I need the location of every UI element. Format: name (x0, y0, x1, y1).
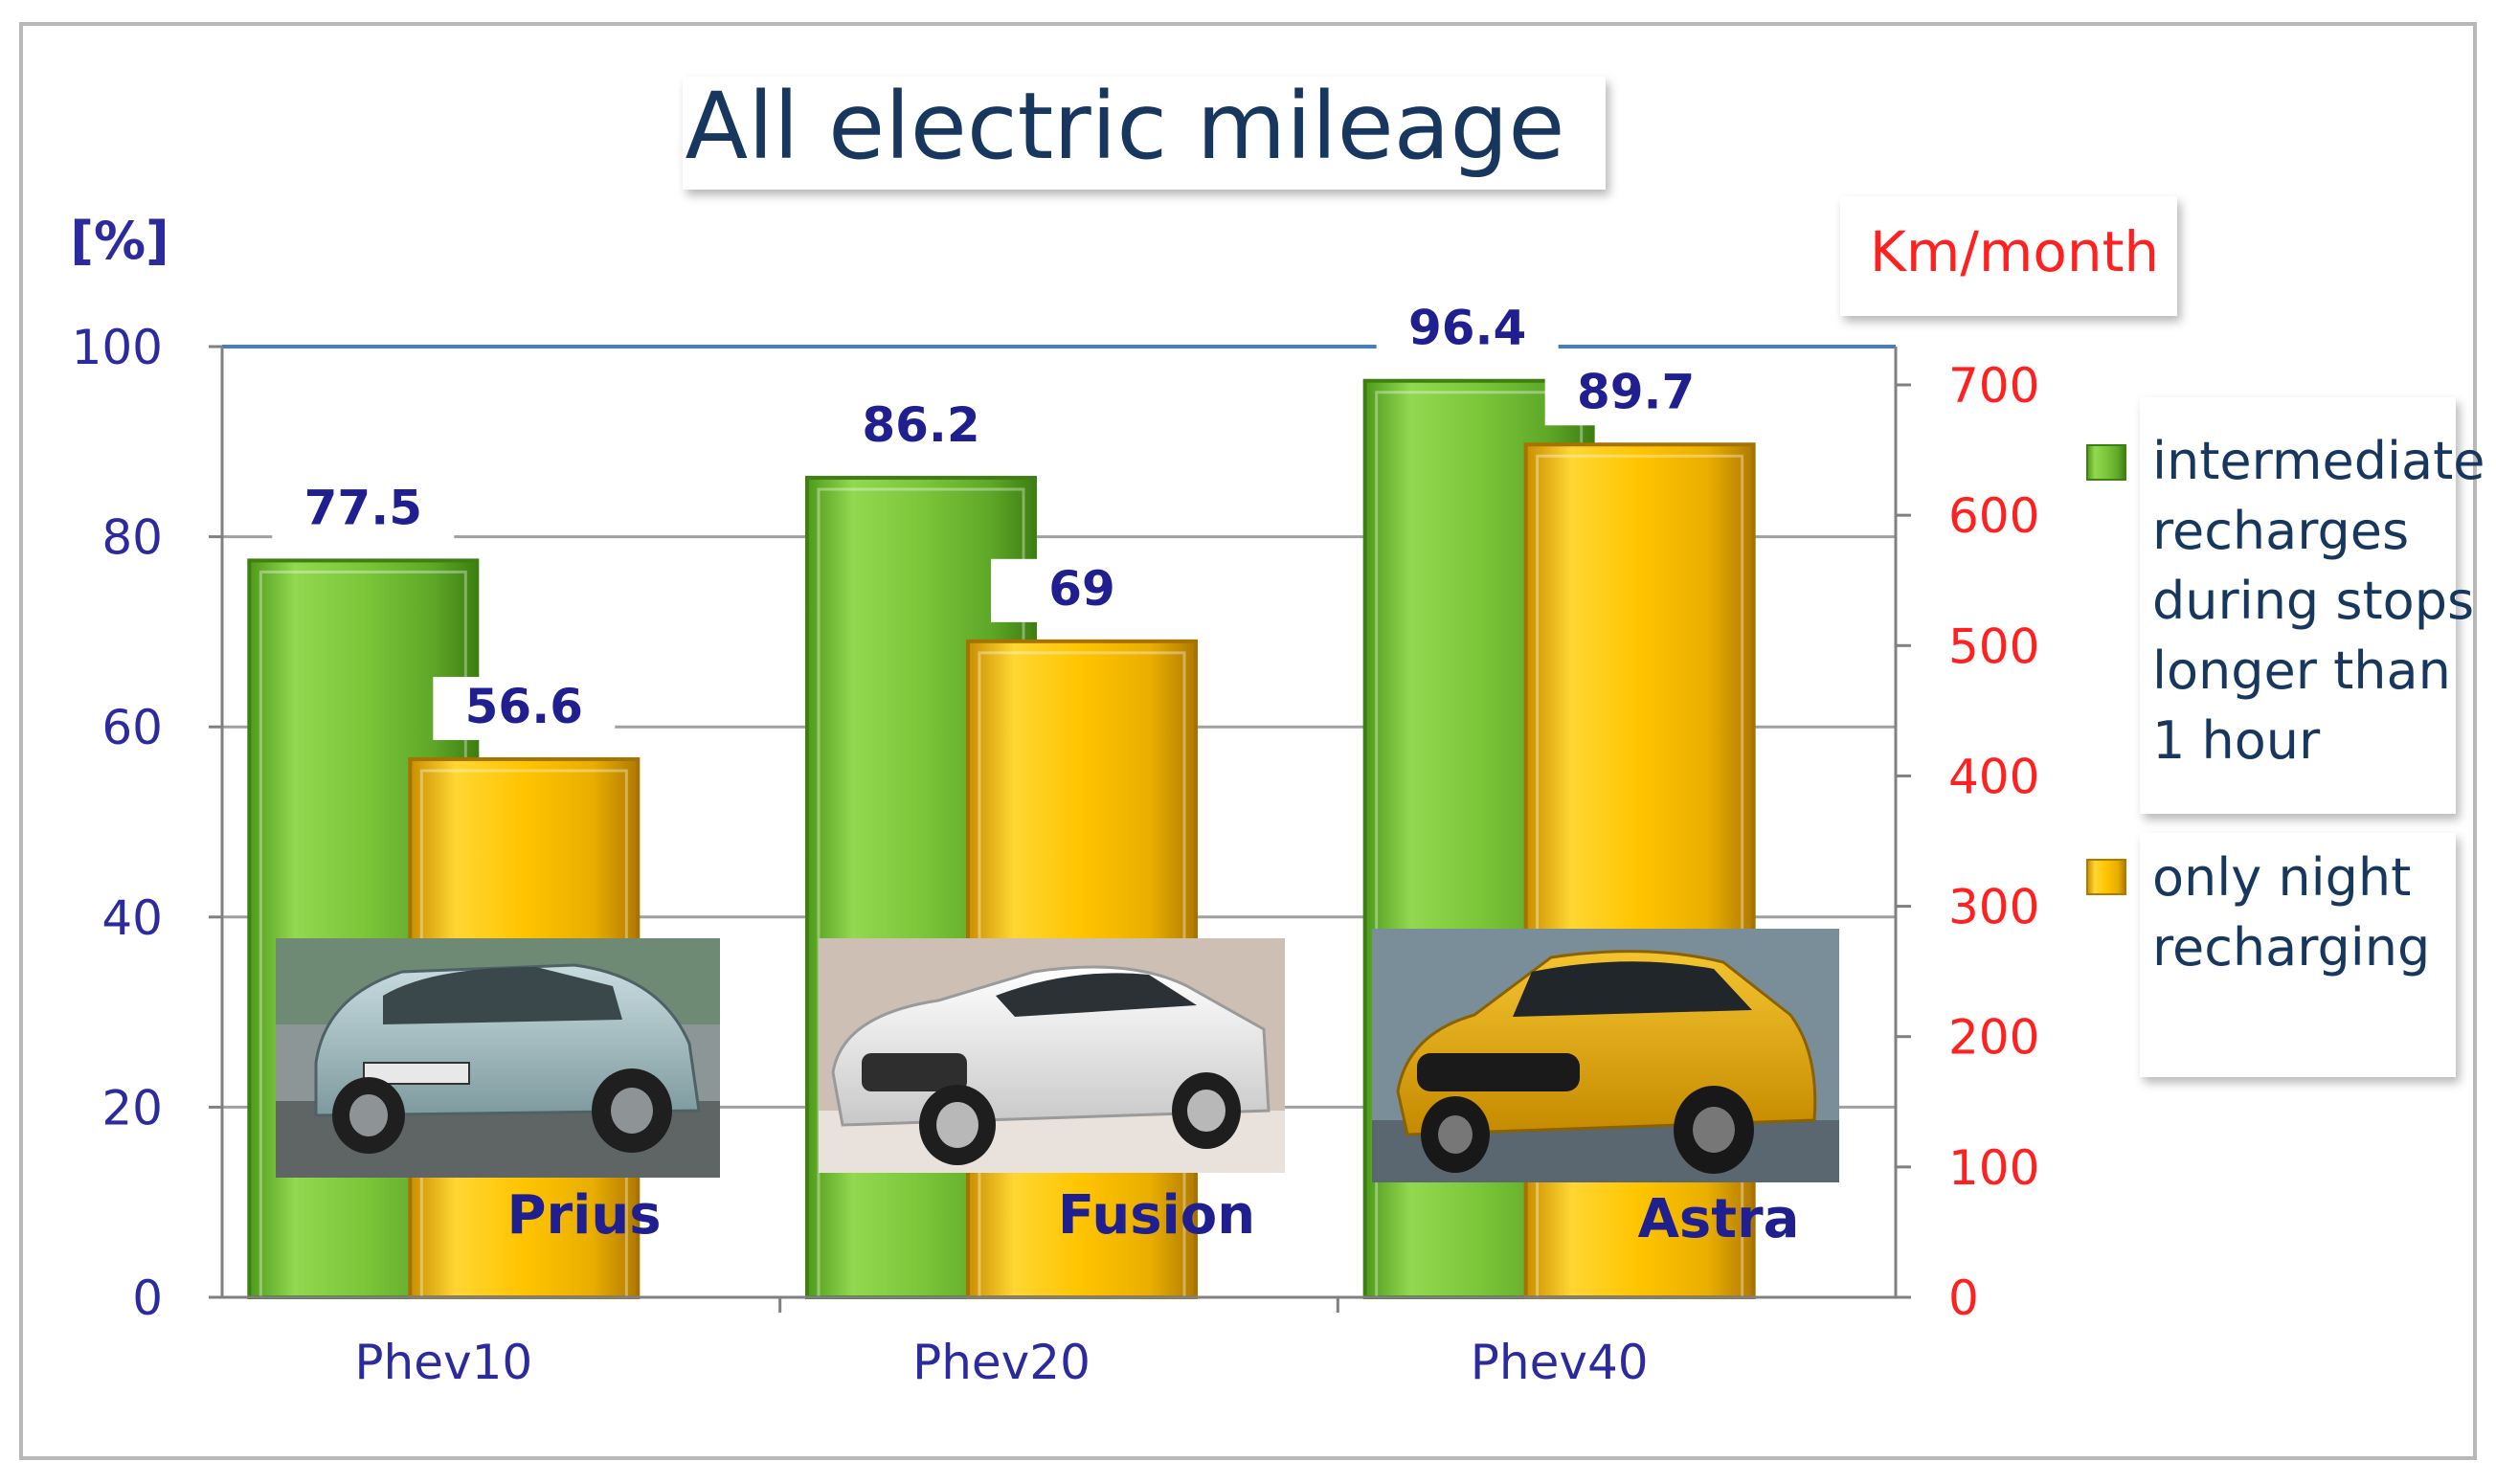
car-photo-fusion (819, 938, 1285, 1173)
car-photo-prius (276, 938, 720, 1178)
legend-text-line: recharging (2152, 917, 2430, 978)
title-box (683, 77, 1606, 190)
value-label-bg (1376, 298, 1559, 362)
x-tick-label: Phev40 (1471, 1335, 1649, 1390)
value-label-bg (433, 676, 616, 740)
legend-box-2 (2140, 833, 2456, 1077)
value-label-bg (272, 478, 455, 542)
car-label-astra: Astra (1638, 1188, 1800, 1250)
legend-text-line: longer than (2152, 641, 2451, 701)
y-tick-label: 80 (101, 510, 163, 566)
y-axis-title: [%] (70, 211, 169, 271)
value-label: 69 (1048, 561, 1115, 617)
legend-text-line: during stops (2152, 571, 2474, 631)
value-label-bg (1544, 362, 1727, 426)
y2-tick-label: 500 (1948, 618, 2039, 674)
chart-title: All electric mileage (686, 73, 1565, 180)
x-tick-label: Phev10 (354, 1335, 532, 1390)
car-photo-astra (1372, 929, 1839, 1182)
y2-title-box (1840, 196, 2177, 316)
y2-tick-label: 600 (1948, 488, 2039, 544)
value-label: 96.4 (1408, 301, 1526, 356)
x-tick-label: Phev20 (912, 1335, 1091, 1390)
y-tick-label: 20 (101, 1080, 163, 1135)
value-label-bg (830, 395, 1012, 460)
legend-entry-2: only night recharging (2152, 847, 2430, 978)
value-label-bg (991, 558, 1173, 622)
legend-text-line: recharges (2152, 501, 2409, 561)
car-label-fusion: Fusion (1058, 1184, 1255, 1247)
car-label-prius: Prius (506, 1184, 661, 1247)
y2-tick-label: 0 (1948, 1270, 1979, 1326)
y2-tick-label: 400 (1948, 749, 2039, 804)
y-tick-label: 60 (101, 700, 163, 755)
legend-swatch-yellow (2086, 859, 2126, 895)
value-label-layer: 77.5 56.6 86.2 69 96.4 89.7 (272, 298, 1727, 740)
y-tick-label: 0 (132, 1270, 163, 1326)
value-label: 56.6 (465, 679, 583, 734)
legend-text-line: only night (2152, 847, 2411, 908)
value-label: 86.2 (862, 397, 979, 453)
legend-entry-1: intermediate recharges during stops longer … (2152, 431, 2485, 771)
legend-text-line: intermediate (2152, 431, 2485, 491)
legend-text-line: 1 hour (2152, 710, 2321, 771)
y2-axis-title: Km/month (1870, 219, 2159, 284)
axis-layer: 0 20 40 60 80 100 0 100 200 300 400 500 600 700 Phev10… (72, 320, 2040, 1390)
value-label: 89.7 (1577, 364, 1695, 419)
y2-tick-label: 300 (1948, 880, 2039, 935)
legend-box-1 (2140, 397, 2456, 814)
y-tick-label: 100 (72, 320, 163, 375)
y2-tick-label: 100 (1948, 1140, 2039, 1196)
y2-tick-label: 700 (1948, 358, 2039, 414)
legend-swatch-green (2086, 444, 2126, 481)
value-label: 77.5 (304, 480, 422, 535)
y-tick-label: 40 (101, 890, 163, 946)
y2-tick-label: 200 (1948, 1010, 2039, 1066)
